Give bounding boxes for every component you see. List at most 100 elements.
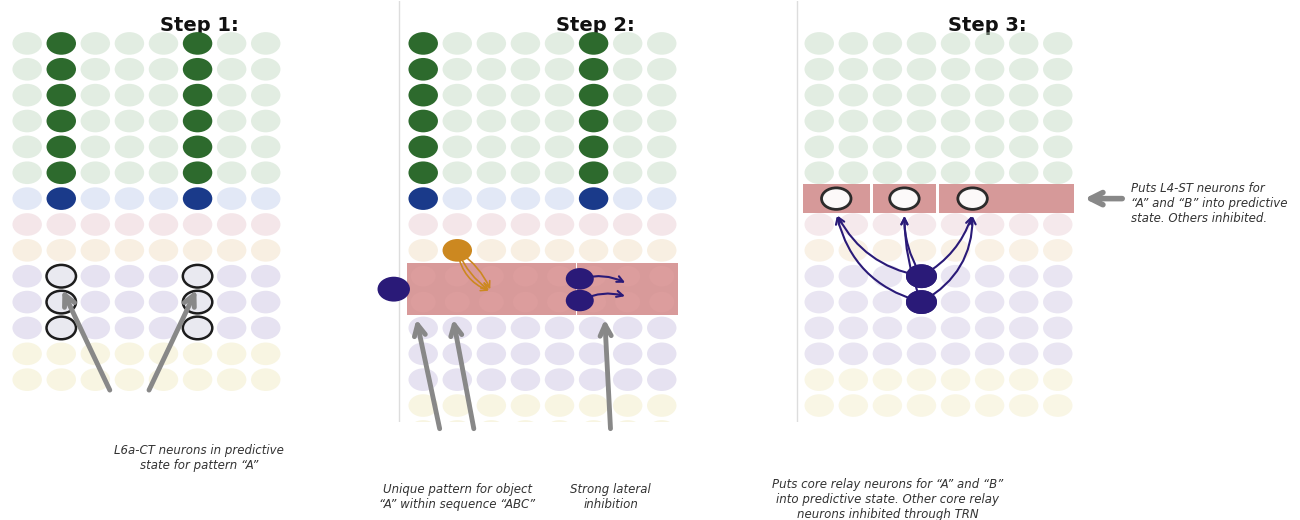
Ellipse shape xyxy=(13,136,42,158)
Ellipse shape xyxy=(872,32,902,55)
Ellipse shape xyxy=(114,110,144,132)
Ellipse shape xyxy=(251,213,281,236)
Ellipse shape xyxy=(477,161,506,184)
Ellipse shape xyxy=(647,213,676,236)
Ellipse shape xyxy=(545,239,575,262)
Ellipse shape xyxy=(872,394,902,417)
Ellipse shape xyxy=(941,368,970,391)
Ellipse shape xyxy=(442,32,472,55)
Ellipse shape xyxy=(442,213,472,236)
Ellipse shape xyxy=(975,84,1005,107)
Bar xyxy=(407,263,576,315)
Ellipse shape xyxy=(511,32,541,55)
Ellipse shape xyxy=(1009,343,1039,365)
Ellipse shape xyxy=(545,368,575,391)
Ellipse shape xyxy=(872,265,902,288)
Ellipse shape xyxy=(647,317,676,339)
Ellipse shape xyxy=(612,136,642,158)
Ellipse shape xyxy=(941,58,970,81)
Ellipse shape xyxy=(511,317,541,339)
Ellipse shape xyxy=(647,161,676,184)
Ellipse shape xyxy=(612,394,642,417)
Ellipse shape xyxy=(251,368,281,391)
Ellipse shape xyxy=(941,213,970,236)
Ellipse shape xyxy=(1009,110,1039,132)
Ellipse shape xyxy=(647,239,676,262)
Ellipse shape xyxy=(217,368,247,391)
Text: L6a-CT neurons in predictive
state for pattern “A”: L6a-CT neurons in predictive state for p… xyxy=(114,445,285,472)
Ellipse shape xyxy=(81,291,110,314)
Ellipse shape xyxy=(477,420,506,443)
Ellipse shape xyxy=(1043,136,1072,158)
Ellipse shape xyxy=(251,58,281,81)
Ellipse shape xyxy=(941,291,970,314)
Ellipse shape xyxy=(411,266,436,287)
Ellipse shape xyxy=(805,58,835,81)
Ellipse shape xyxy=(872,291,902,314)
Ellipse shape xyxy=(251,136,281,158)
Ellipse shape xyxy=(581,266,606,287)
Ellipse shape xyxy=(906,161,936,184)
Ellipse shape xyxy=(872,317,902,339)
Ellipse shape xyxy=(47,213,75,236)
Ellipse shape xyxy=(612,420,642,443)
Ellipse shape xyxy=(442,58,472,81)
Ellipse shape xyxy=(13,213,42,236)
Ellipse shape xyxy=(1009,58,1039,81)
Ellipse shape xyxy=(838,291,868,314)
Ellipse shape xyxy=(81,265,110,288)
Ellipse shape xyxy=(1009,291,1039,314)
Ellipse shape xyxy=(958,188,987,210)
Ellipse shape xyxy=(477,136,506,158)
Ellipse shape xyxy=(941,32,970,55)
Ellipse shape xyxy=(183,265,212,288)
Ellipse shape xyxy=(408,213,438,236)
Ellipse shape xyxy=(872,110,902,132)
Ellipse shape xyxy=(251,187,281,210)
Ellipse shape xyxy=(975,110,1005,132)
Ellipse shape xyxy=(148,161,178,184)
Ellipse shape xyxy=(511,394,541,417)
Ellipse shape xyxy=(838,343,868,365)
Ellipse shape xyxy=(838,110,868,132)
Ellipse shape xyxy=(478,292,504,313)
Ellipse shape xyxy=(114,32,144,55)
Ellipse shape xyxy=(408,239,438,262)
Ellipse shape xyxy=(1009,239,1039,262)
Text: Strong lateral
inhibition: Strong lateral inhibition xyxy=(571,483,651,511)
Ellipse shape xyxy=(217,265,247,288)
Ellipse shape xyxy=(545,161,575,184)
Ellipse shape xyxy=(941,84,970,107)
Ellipse shape xyxy=(442,239,472,262)
Ellipse shape xyxy=(906,290,937,314)
Ellipse shape xyxy=(822,188,852,210)
Ellipse shape xyxy=(975,291,1005,314)
Ellipse shape xyxy=(975,343,1005,365)
Ellipse shape xyxy=(114,343,144,365)
Ellipse shape xyxy=(477,58,506,81)
Ellipse shape xyxy=(872,368,902,391)
Ellipse shape xyxy=(13,58,42,81)
Ellipse shape xyxy=(47,368,75,391)
Ellipse shape xyxy=(47,110,75,132)
Ellipse shape xyxy=(81,110,110,132)
Ellipse shape xyxy=(838,213,868,236)
Ellipse shape xyxy=(408,84,438,107)
Ellipse shape xyxy=(1009,265,1039,288)
Ellipse shape xyxy=(805,291,835,314)
Ellipse shape xyxy=(612,161,642,184)
Ellipse shape xyxy=(941,161,970,184)
Ellipse shape xyxy=(251,161,281,184)
Ellipse shape xyxy=(442,136,472,158)
Ellipse shape xyxy=(442,343,472,365)
Ellipse shape xyxy=(514,292,538,313)
Ellipse shape xyxy=(47,161,75,184)
Ellipse shape xyxy=(545,317,575,339)
Ellipse shape xyxy=(511,368,541,391)
Ellipse shape xyxy=(1009,32,1039,55)
Ellipse shape xyxy=(114,239,144,262)
Ellipse shape xyxy=(1043,213,1072,236)
Ellipse shape xyxy=(941,265,970,288)
Ellipse shape xyxy=(47,58,75,81)
Ellipse shape xyxy=(578,368,608,391)
